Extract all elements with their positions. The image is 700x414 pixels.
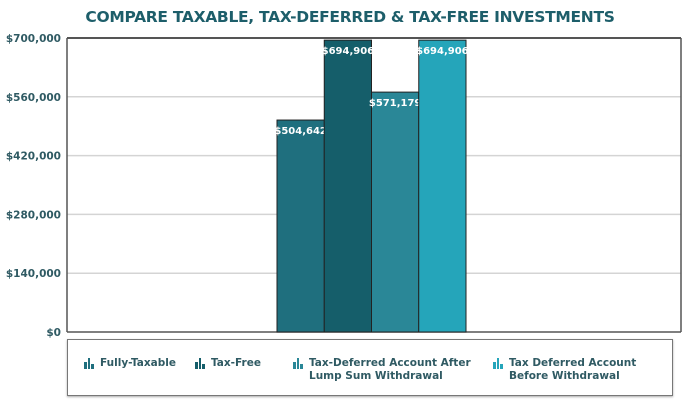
legend-label: Fully-Taxable	[100, 357, 176, 369]
y-tick-label: $280,000	[6, 209, 61, 221]
legend-label: Tax-Deferred Account After Lump Sum With…	[309, 357, 471, 382]
data-label: $694,906	[416, 46, 469, 57]
bar-chart-icon	[293, 358, 303, 369]
bar-1	[276, 119, 325, 333]
legend-item-fully-taxable[interactable]: Fully-Taxable	[84, 357, 184, 370]
y-tick-label: $560,000	[6, 92, 61, 104]
legend-item-tax-deferred-after[interactable]: Tax-Deferred Account After Lump Sum With…	[293, 357, 473, 383]
legend: Fully-Taxable Tax-Free Tax-Deferred Acco…	[67, 339, 673, 396]
bar-3	[371, 91, 420, 333]
y-tick-label: $0	[46, 327, 61, 339]
legend-label: Tax Deferred Account Before Withdrawal	[509, 357, 637, 382]
data-label: $694,906	[322, 46, 375, 57]
bar-chart-icon	[493, 358, 503, 369]
legend-item-tax-deferred-before[interactable]: Tax Deferred Account Before Withdrawal	[493, 357, 668, 383]
chart-title: COMPARE TAXABLE, TAX-DEFERRED & TAX-FREE…	[85, 8, 615, 26]
legend-label: Tax-Free	[211, 357, 261, 369]
bar-chart-icon	[195, 358, 205, 369]
data-label: $571,179	[369, 98, 422, 109]
bar-2	[323, 39, 372, 333]
data-label: $504,642	[274, 126, 327, 137]
legend-item-tax-free[interactable]: Tax-Free	[195, 357, 285, 370]
y-tick-label: $700,000	[6, 33, 61, 45]
y-tick-label: $420,000	[6, 151, 61, 163]
bar-chart-icon	[84, 358, 94, 369]
bar-4	[418, 39, 467, 333]
y-tick-label: $140,000	[6, 268, 61, 280]
